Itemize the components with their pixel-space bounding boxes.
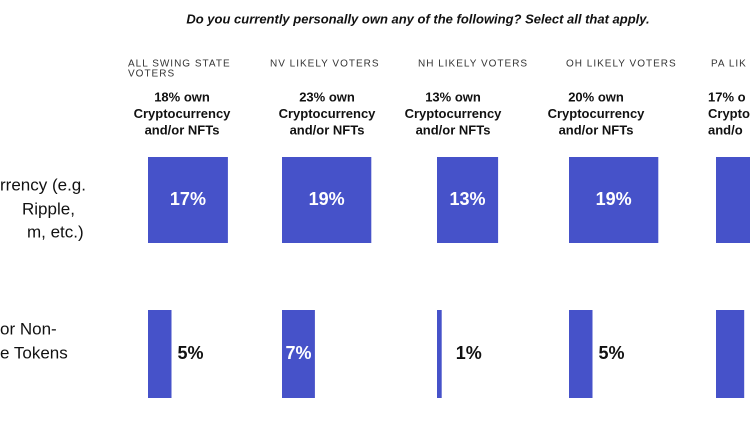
row-label: or Non- xyxy=(0,319,57,338)
value-label: 17% xyxy=(170,189,206,209)
title: Do you currently personally own any of t… xyxy=(186,11,649,26)
column-summary: Cryptocurrency xyxy=(548,106,646,121)
value-bar xyxy=(716,310,745,398)
column-summary: 20% own xyxy=(568,89,624,104)
column-summary: and/or NFTs xyxy=(559,122,634,137)
column-summary: Cryptocu xyxy=(708,106,750,121)
value-label: 19% xyxy=(309,189,345,209)
value-label: 19% xyxy=(596,189,632,209)
column-header: NV LIKELY VOTERS xyxy=(270,59,380,70)
column-summary: and/or NFTs xyxy=(145,122,220,137)
column-summary: and/o xyxy=(708,122,743,137)
value-label: 5% xyxy=(599,343,625,363)
column-header: NH LIKELY VOTERS xyxy=(418,59,528,70)
column-summary: 23% own xyxy=(299,89,355,104)
column-header: VOTERS xyxy=(128,69,175,80)
column-header: OH LIKELY VOTERS xyxy=(566,59,677,70)
value-bar xyxy=(282,157,372,243)
column-summary: and/or NFTs xyxy=(290,122,365,137)
column-summary: Cryptocurrency xyxy=(279,106,377,121)
column-summary: and/or NFTs xyxy=(416,122,491,137)
value-label: 1% xyxy=(456,343,482,363)
value-label: 7% xyxy=(285,343,311,363)
column-summary: Cryptocurrency xyxy=(134,106,232,121)
row-label: rrency (e.g. xyxy=(0,175,86,194)
value-bar xyxy=(282,310,315,398)
value-bar xyxy=(569,310,593,398)
value-bar xyxy=(437,310,442,398)
value-bar xyxy=(569,157,659,243)
column-summary: 17% o xyxy=(708,89,746,104)
row-label: e Tokens xyxy=(0,343,68,362)
column-summary: 18% own xyxy=(154,89,210,104)
value-label: 5% xyxy=(178,343,204,363)
value-bar xyxy=(437,157,499,243)
row-label: Ripple, xyxy=(22,199,75,218)
column-header: PA LIK xyxy=(711,59,747,70)
value-label: 13% xyxy=(450,189,486,209)
row-label: m, etc.) xyxy=(27,222,84,241)
column-summary: 13% own xyxy=(425,89,481,104)
value-bar xyxy=(716,157,750,243)
column-summary: Cryptocurrency xyxy=(405,106,503,121)
value-bar xyxy=(148,310,172,398)
column-header: ALL SWING STATE xyxy=(128,59,231,70)
value-bar xyxy=(148,157,228,243)
